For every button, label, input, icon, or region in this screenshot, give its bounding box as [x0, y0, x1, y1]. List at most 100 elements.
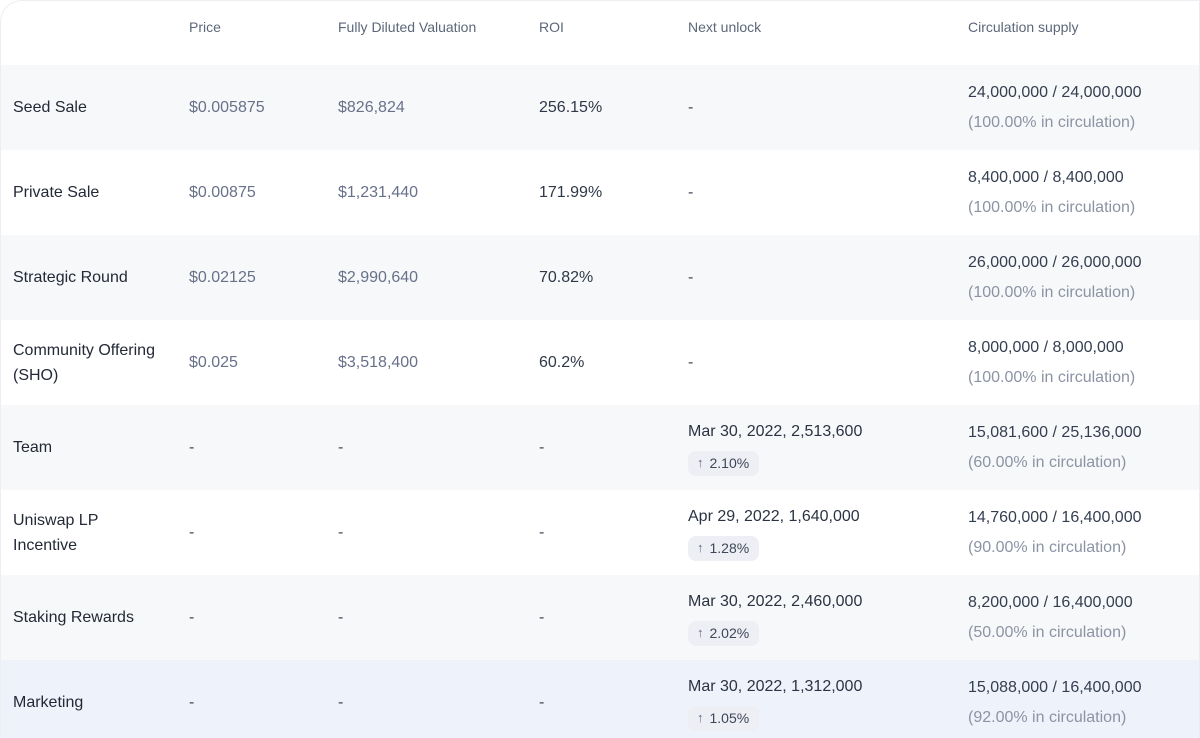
roi-value: 60.2% [539, 353, 585, 371]
allocation-name: Staking Rewards [13, 609, 134, 626]
circulation-percent-note: (92.00% in circulation) [968, 708, 1127, 726]
circulation-percent-note: (100.00% in circulation) [968, 198, 1136, 216]
price-value: - [189, 608, 195, 626]
table-row[interactable]: Seed Sale $0.005875 $826,824 256.15% - 2… [1, 65, 1199, 150]
circulation-percent-note: (90.00% in circulation) [968, 538, 1127, 556]
allocation-name: Private Sale [13, 184, 100, 201]
unlock-change-badge: ↑ 2.10% [688, 450, 760, 476]
unlock-change-value: 2.10% [709, 454, 750, 471]
circulation-supply-value: 8,000,000 / 8,000,000 [968, 338, 1124, 356]
table-body: Seed Sale $0.005875 $826,824 256.15% - 2… [1, 65, 1199, 738]
circulation-supply-value: 14,760,000 / 16,400,000 [968, 508, 1142, 526]
roi-value: - [539, 523, 545, 541]
next-unlock-cell: Apr 29, 2022, 1,640,000 ↑ 1.28% [688, 505, 968, 561]
next-unlock-cell: Mar 30, 2022, 2,513,600 ↑ 2.10% [688, 420, 968, 476]
column-header-roi: ROI [539, 19, 564, 35]
circulation-supply-value: 8,400,000 / 8,400,000 [968, 168, 1124, 186]
price-value: $0.02125 [189, 268, 256, 286]
circulation-supply-value: 15,081,600 / 25,136,000 [968, 423, 1142, 441]
allocation-name: Team [13, 439, 53, 456]
column-header-circulation-supply: Circulation supply [968, 19, 1079, 35]
next-unlock-cell: Mar 30, 2022, 1,312,000 ↑ 1.05% [688, 675, 968, 731]
circulation-supply-cell: 8,400,000 / 8,400,000 (100.00% in circul… [968, 163, 1199, 223]
column-header-next-unlock: Next unlock [688, 19, 762, 35]
unlock-change-value: 1.05% [709, 709, 750, 726]
circulation-supply-cell: 24,000,000 / 24,000,000 (100.00% in circ… [968, 78, 1199, 138]
allocation-name: Strategic Round [13, 269, 128, 286]
roi-value: - [539, 438, 545, 456]
circulation-percent-note: (100.00% in circulation) [968, 368, 1136, 386]
unlock-change-badge: ↑ 1.28% [688, 535, 760, 561]
next-unlock-value: Mar 30, 2022, 2,513,600 [688, 422, 863, 440]
next-unlock-value: - [688, 353, 694, 371]
next-unlock-value: - [688, 268, 694, 286]
next-unlock-cell: - [688, 96, 968, 120]
allocation-name: Community Offering (SHO) [13, 341, 155, 384]
column-header-fdv: Fully Diluted Valuation [338, 19, 477, 35]
next-unlock-value: Apr 29, 2022, 1,640,000 [688, 507, 860, 525]
fdv-value: $826,824 [338, 98, 405, 116]
table-row[interactable]: Staking Rewards - - - Mar 30, 2022, 2,46… [1, 575, 1199, 660]
circulation-supply-value: 15,088,000 / 16,400,000 [968, 678, 1142, 696]
price-value: $0.00875 [189, 183, 256, 201]
next-unlock-value: - [688, 98, 694, 116]
roi-value: 171.99% [539, 183, 603, 201]
next-unlock-cell: - [688, 351, 968, 375]
fdv-value: - [338, 438, 344, 456]
circulation-percent-note: (100.00% in circulation) [968, 283, 1136, 301]
table-row[interactable]: Strategic Round $0.02125 $2,990,640 70.8… [1, 235, 1199, 320]
allocation-name: Seed Sale [13, 99, 87, 116]
circulation-supply-value: 24,000,000 / 24,000,000 [968, 83, 1142, 101]
circulation-supply-cell: 8,200,000 / 16,400,000 (50.00% in circul… [968, 588, 1199, 648]
fdv-value: $2,990,640 [338, 268, 419, 286]
fdv-value: $1,231,440 [338, 183, 419, 201]
unlock-change-badge: ↑ 1.05% [688, 705, 760, 731]
roi-value: 70.82% [539, 268, 594, 286]
allocation-name: Uniswap LP Incentive [13, 511, 99, 554]
circulation-percent-note: (100.00% in circulation) [968, 113, 1136, 131]
circulation-supply-value: 26,000,000 / 26,000,000 [968, 253, 1142, 271]
unlock-change-value: 2.02% [709, 624, 750, 641]
circulation-percent-note: (50.00% in circulation) [968, 623, 1127, 641]
price-value: - [189, 523, 195, 541]
circulation-supply-cell: 15,081,600 / 25,136,000 (60.00% in circu… [968, 418, 1199, 478]
fdv-value: - [338, 608, 344, 626]
arrow-up-icon: ↑ [697, 625, 704, 640]
table-row[interactable]: Community Offering (SHO) $0.025 $3,518,4… [1, 320, 1199, 405]
circulation-percent-note: (60.00% in circulation) [968, 453, 1127, 471]
next-unlock-value: Mar 30, 2022, 1,312,000 [688, 677, 863, 695]
next-unlock-cell: - [688, 266, 968, 290]
unlock-change-value: 1.28% [709, 539, 750, 556]
price-value: $0.005875 [189, 98, 265, 116]
roi-value: - [539, 693, 545, 711]
unlock-change-badge: ↑ 2.02% [688, 620, 760, 646]
price-value: - [189, 438, 195, 456]
table-row[interactable]: Uniswap LP Incentive - - - Apr 29, 2022,… [1, 490, 1199, 575]
circulation-supply-cell: 26,000,000 / 26,000,000 (100.00% in circ… [968, 248, 1199, 308]
circulation-supply-value: 8,200,000 / 16,400,000 [968, 593, 1133, 611]
table-row[interactable]: Marketing - - - Mar 30, 2022, 1,312,000 … [1, 660, 1199, 738]
arrow-up-icon: ↑ [697, 540, 704, 555]
arrow-up-icon: ↑ [697, 455, 704, 470]
circulation-supply-cell: 14,760,000 / 16,400,000 (90.00% in circu… [968, 503, 1199, 563]
circulation-supply-cell: 8,000,000 / 8,000,000 (100.00% in circul… [968, 333, 1199, 393]
next-unlock-value: Mar 30, 2022, 2,460,000 [688, 592, 863, 610]
price-value: $0.025 [189, 353, 238, 371]
fdv-value: - [338, 693, 344, 711]
table-header-row: Price Fully Diluted Valuation ROI Next u… [1, 1, 1199, 65]
allocation-name: Marketing [13, 694, 84, 711]
roi-value: 256.15% [539, 98, 603, 116]
next-unlock-cell: Mar 30, 2022, 2,460,000 ↑ 2.02% [688, 590, 968, 646]
roi-value: - [539, 608, 545, 626]
fdv-value: $3,518,400 [338, 353, 419, 371]
column-header-price: Price [189, 19, 221, 35]
price-value: - [189, 693, 195, 711]
fdv-value: - [338, 523, 344, 541]
next-unlock-cell: - [688, 181, 968, 205]
table-row[interactable]: Team - - - Mar 30, 2022, 2,513,600 ↑ 2.1… [1, 405, 1199, 490]
table-row[interactable]: Private Sale $0.00875 $1,231,440 171.99%… [1, 150, 1199, 235]
arrow-up-icon: ↑ [697, 710, 704, 725]
next-unlock-value: - [688, 183, 694, 201]
circulation-supply-cell: 15,088,000 / 16,400,000 (92.00% in circu… [968, 673, 1199, 733]
